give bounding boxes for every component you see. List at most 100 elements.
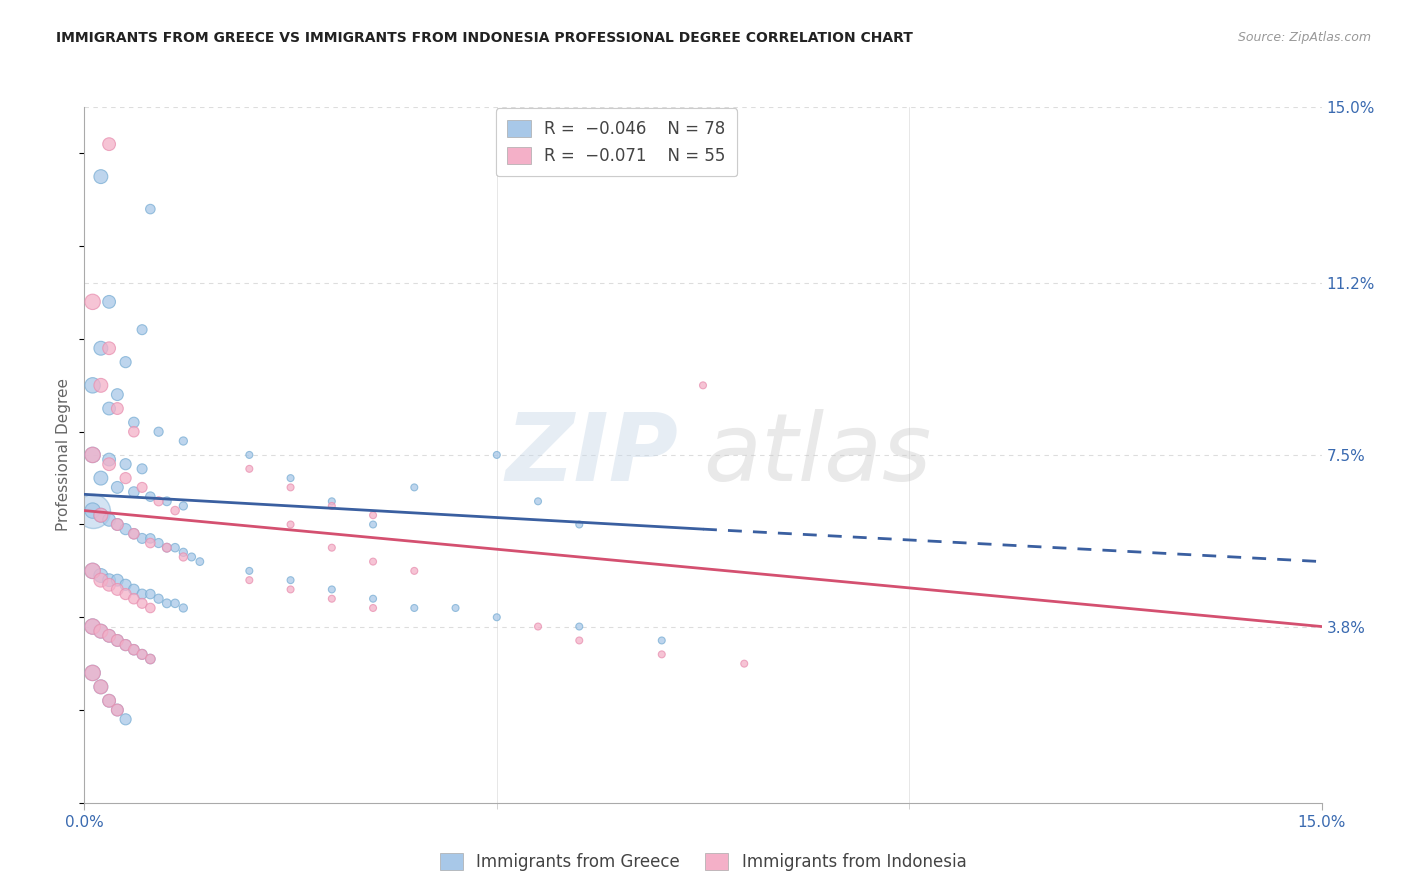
Point [444, 601, 467, 615]
Point [90, 169, 112, 184]
Point [527, 619, 550, 633]
Point [114, 578, 136, 592]
Point [98, 694, 121, 708]
Point [733, 657, 755, 671]
Point [148, 494, 170, 508]
Point [139, 652, 162, 666]
Point [139, 601, 162, 615]
Point [82, 665, 104, 680]
Point [82, 665, 104, 680]
Text: ZIP: ZIP [505, 409, 678, 501]
Point [90, 341, 112, 355]
Point [131, 648, 153, 662]
Point [105, 480, 128, 494]
Point [139, 532, 162, 546]
Point [280, 573, 302, 587]
Point [90, 508, 112, 523]
Point [82, 564, 104, 578]
Point [82, 564, 104, 578]
Point [122, 416, 145, 430]
Point [172, 434, 194, 448]
Point [485, 610, 508, 624]
Point [105, 582, 128, 597]
Point [321, 499, 343, 513]
Point [105, 703, 128, 717]
Point [361, 601, 384, 615]
Point [156, 596, 179, 610]
Point [90, 624, 112, 639]
Legend: R =  −0.046    N = 78, R =  −0.071    N = 55: R = −0.046 N = 78, R = −0.071 N = 55 [496, 109, 737, 177]
Point [90, 573, 112, 587]
Point [139, 490, 162, 504]
Point [280, 471, 302, 485]
Point [122, 526, 145, 541]
Point [361, 555, 384, 569]
Point [98, 401, 121, 416]
Point [651, 648, 673, 662]
Point [148, 425, 170, 439]
Point [238, 573, 260, 587]
Point [165, 541, 187, 555]
Point [568, 619, 591, 633]
Point [527, 494, 550, 508]
Point [82, 448, 104, 462]
Point [131, 648, 153, 662]
Point [90, 471, 112, 485]
Point [131, 596, 153, 610]
Point [122, 591, 145, 606]
Point [105, 633, 128, 648]
Point [114, 712, 136, 726]
Point [361, 591, 384, 606]
Point [105, 573, 128, 587]
Point [90, 624, 112, 639]
Point [98, 457, 121, 471]
Text: Source: ZipAtlas.com: Source: ZipAtlas.com [1237, 31, 1371, 45]
Y-axis label: Professional Degree: Professional Degree [56, 378, 72, 532]
Point [404, 564, 426, 578]
Point [105, 401, 128, 416]
Point [139, 202, 162, 216]
Point [98, 513, 121, 527]
Point [651, 633, 673, 648]
Point [131, 462, 153, 476]
Point [180, 549, 202, 564]
Point [114, 355, 136, 369]
Point [122, 582, 145, 597]
Point [139, 587, 162, 601]
Point [148, 591, 170, 606]
Point [165, 503, 187, 517]
Point [114, 638, 136, 652]
Point [131, 587, 153, 601]
Point [485, 448, 508, 462]
Point [122, 642, 145, 657]
Point [139, 536, 162, 550]
Point [156, 541, 179, 555]
Point [114, 522, 136, 536]
Point [568, 517, 591, 532]
Point [238, 462, 260, 476]
Point [114, 457, 136, 471]
Point [90, 680, 112, 694]
Point [105, 517, 128, 532]
Point [188, 555, 211, 569]
Point [114, 587, 136, 601]
Point [156, 541, 179, 555]
Point [238, 448, 260, 462]
Legend: Immigrants from Greece, Immigrants from Indonesia: Immigrants from Greece, Immigrants from … [432, 845, 974, 880]
Point [321, 541, 343, 555]
Point [98, 137, 121, 152]
Point [105, 517, 128, 532]
Point [321, 591, 343, 606]
Point [692, 378, 714, 392]
Point [280, 517, 302, 532]
Point [280, 480, 302, 494]
Point [321, 582, 343, 597]
Point [98, 294, 121, 309]
Point [98, 578, 121, 592]
Text: atlas: atlas [703, 409, 931, 500]
Point [131, 480, 153, 494]
Point [172, 499, 194, 513]
Point [82, 503, 104, 517]
Point [361, 508, 384, 523]
Point [90, 378, 112, 392]
